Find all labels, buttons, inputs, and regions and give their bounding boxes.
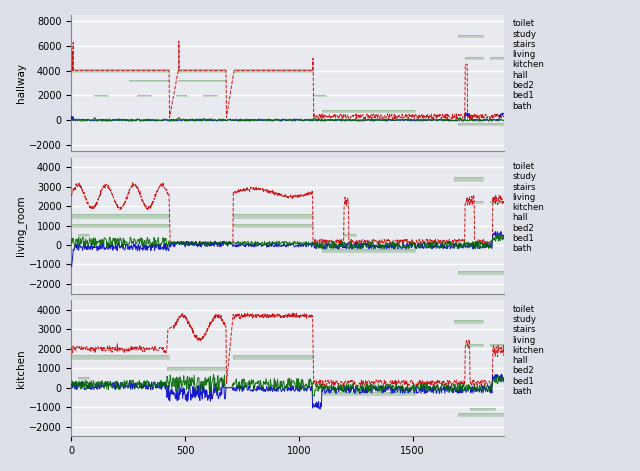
Legend: toilet, study, stairs, living, kitchen, hall, bed2, bed1, bath: toilet, study, stairs, living, kitchen, …	[513, 162, 545, 253]
Legend: toilet, study, stairs, living, kitchen, hall, bed2, bed1, bath: toilet, study, stairs, living, kitchen, …	[513, 305, 545, 396]
Y-axis label: living_room: living_room	[15, 195, 26, 256]
Y-axis label: kitchen: kitchen	[16, 349, 26, 388]
Legend: toilet, study, stairs, living, kitchen, hall, bed2, bed1, bath: toilet, study, stairs, living, kitchen, …	[513, 19, 545, 111]
Y-axis label: hallway: hallway	[16, 63, 26, 103]
